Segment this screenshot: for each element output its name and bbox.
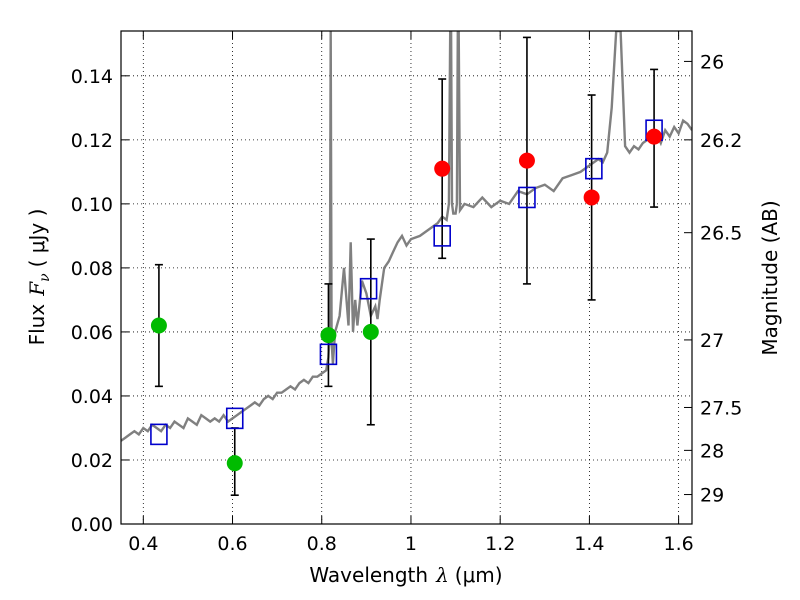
y-axis-label-subscript: ν <box>37 273 53 282</box>
model-square-marker <box>518 186 536 209</box>
y-tick-label: 0.12 <box>71 130 113 152</box>
x-tick-label: 0.6 <box>217 533 247 555</box>
green-point-marker <box>362 323 379 340</box>
y-tick-label: 0.04 <box>71 386 113 408</box>
y-tick-label: 0.14 <box>71 66 113 88</box>
green-point-marker <box>320 327 337 344</box>
x-axis-label-unit: (μm) <box>455 563 503 587</box>
plot-frame <box>120 30 693 525</box>
green-point-marker <box>150 317 167 334</box>
x-axis-label-word: Wavelength <box>309 563 428 587</box>
right-tick-label: 26 <box>700 51 724 73</box>
right-tick-label: 26.2 <box>700 130 742 152</box>
right-tick-label: 26.5 <box>700 223 742 245</box>
model-square-marker <box>585 157 603 180</box>
x-tick-label: 1.4 <box>574 533 604 555</box>
right-axis-label: Magnitude (AB) <box>758 200 782 355</box>
red-point-marker <box>434 160 451 177</box>
axis-ticks <box>121 31 692 525</box>
y-tick-label: 0.02 <box>71 450 113 472</box>
y-axis-label-symbol: F <box>25 281 49 297</box>
x-tick-label: 1 <box>405 533 417 555</box>
y-tick-label: 0.10 <box>71 194 113 216</box>
right-tick-label: 27 <box>700 330 724 352</box>
red-point-marker <box>583 189 600 206</box>
red-point-marker <box>646 128 663 145</box>
x-tick-label: 1.6 <box>664 533 694 555</box>
data-markers <box>150 119 663 472</box>
right-tick-label: 27.5 <box>700 397 742 419</box>
y-tick-label: 0.06 <box>71 322 113 344</box>
tick-labels: 0.4 0.6 0.8 1 1.2 1.4 1.6 0.00 0.02 0.04 0.06 0.08 0… <box>71 51 743 555</box>
y-tick-label: 0.08 <box>71 258 113 280</box>
y-tick-label: 0.00 <box>71 514 113 536</box>
x-tick-label: 1.2 <box>485 533 515 555</box>
model-square-marker <box>319 343 338 366</box>
right-tick-label: 28 <box>700 440 724 462</box>
green-point-marker <box>226 455 243 472</box>
red-point-marker <box>518 152 535 169</box>
x-tick-label: 0.4 <box>128 533 158 555</box>
model-square-marker <box>359 277 378 300</box>
y-axis-label-word: Flux <box>25 304 49 346</box>
x-axis-label: Wavelength λ (μm) <box>309 563 502 587</box>
y-axis-label: Flux Fν ( μJy ) <box>25 209 53 346</box>
model-square-marker <box>225 407 244 430</box>
y-axis-label-unit: ( μJy ) <box>25 209 49 268</box>
x-axis-label-symbol: λ <box>435 563 449 587</box>
model-square-marker <box>150 423 168 446</box>
x-tick-label: 0.8 <box>307 533 337 555</box>
model-square-marker <box>433 225 451 247</box>
right-tick-label: 29 <box>700 485 724 507</box>
